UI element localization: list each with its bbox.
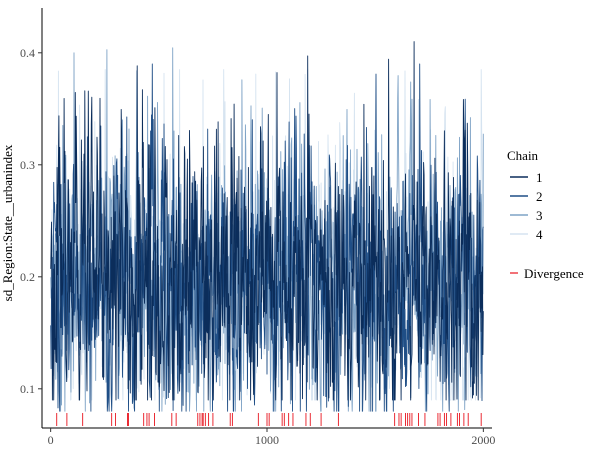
legend-label-chain-2: 2 [536, 189, 543, 204]
legend-title: Chain [507, 148, 539, 163]
legend-divergence-label: Divergence [524, 266, 584, 281]
y-tick-label: 0.4 [20, 46, 35, 60]
legend-label-chain-4: 4 [536, 227, 543, 242]
legend-entries: 1 2 3 4 [510, 170, 543, 242]
x-tick-label: 1000 [255, 433, 279, 447]
legend-label-chain-3: 3 [536, 208, 543, 223]
y-tick-label: 0.1 [20, 382, 35, 396]
axes: 0.1 0.2 0.3 0.4 0 1000 2000 [20, 8, 495, 447]
x-tick-label: 2000 [471, 433, 495, 447]
plot-area [50, 41, 484, 426]
divergence-rug [56, 413, 482, 426]
y-axis-title: sd_Region:State__urbanindex [0, 144, 15, 301]
legend-label-chain-1: 1 [536, 170, 543, 185]
y-tick-label: 0.2 [20, 270, 35, 284]
chain-2-trace [50, 63, 484, 412]
x-tick-label: 0 [48, 433, 54, 447]
legend: Chain 1 2 3 4 Divergence [507, 148, 584, 281]
y-tick-label: 0.3 [20, 158, 35, 172]
chain-1-trace [50, 41, 484, 401]
